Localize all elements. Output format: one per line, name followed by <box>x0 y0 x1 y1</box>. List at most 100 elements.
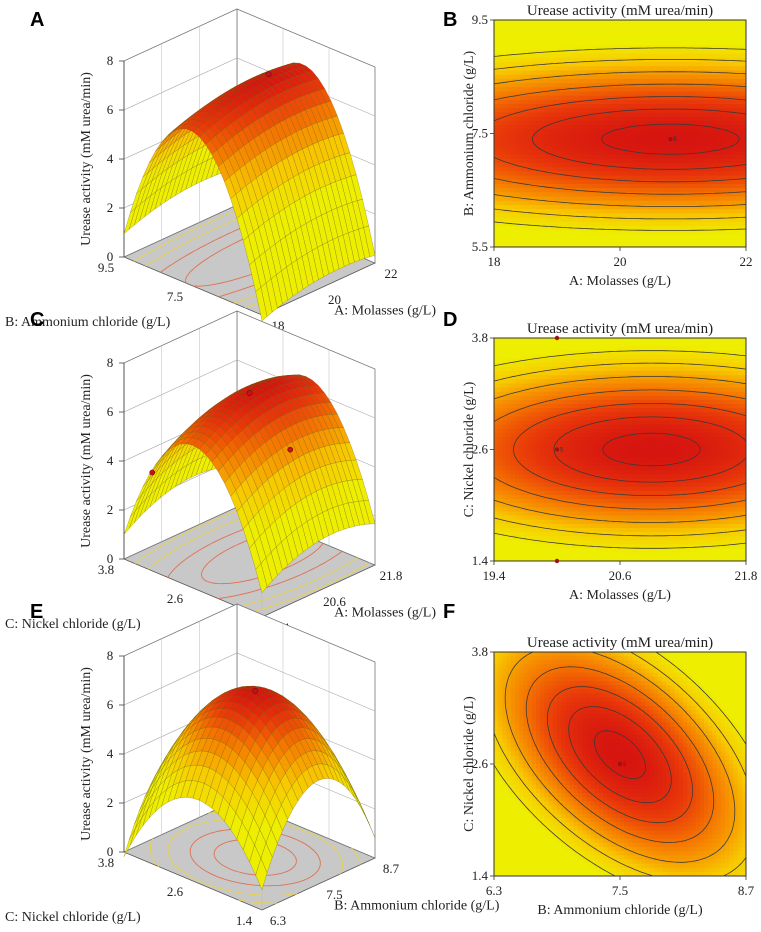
heatmap-cell <box>620 112 625 118</box>
heatmap-cell <box>544 424 550 430</box>
heatmap-cell <box>540 217 545 223</box>
heatmap-cell <box>523 519 529 525</box>
heatmap-cell <box>599 150 604 156</box>
heatmap-cell <box>573 108 579 114</box>
heatmap-cell <box>494 399 499 405</box>
contour-line <box>494 71 746 207</box>
heatmap-cell <box>611 53 617 59</box>
heatmap-cell <box>494 478 499 484</box>
heatmap-cell <box>569 133 575 139</box>
heatmap-cell <box>599 175 604 181</box>
heatmap-cell <box>615 141 621 147</box>
heatmap-cell <box>523 449 529 455</box>
heatmap-cell <box>733 99 739 105</box>
heatmap-cell <box>578 32 583 38</box>
heatmap-cell <box>691 154 697 160</box>
heatmap-cell <box>590 158 596 164</box>
heatmap-cell <box>628 104 634 109</box>
heatmap-cell <box>582 53 587 59</box>
heatmap-cell <box>582 74 587 80</box>
heatmap-cell <box>502 24 508 29</box>
heatmap-cell <box>695 162 701 168</box>
heatmap-cell <box>552 95 558 101</box>
heatmap-cell <box>670 36 676 42</box>
heatmap-cell <box>498 141 503 147</box>
heatmap-cell <box>670 137 676 143</box>
heatmap-cell <box>670 200 676 206</box>
heatmap-cell <box>725 183 730 189</box>
heatmap-cell <box>523 461 529 467</box>
heatmap-cell <box>510 466 516 471</box>
heatmap-cell <box>519 213 524 219</box>
heatmap-cell <box>510 204 516 210</box>
heatmap-cell <box>527 99 533 105</box>
heatmap-cell <box>670 183 676 189</box>
heatmap-cell <box>552 116 558 122</box>
heatmap-cell <box>523 437 529 442</box>
z-tick-label: 6 <box>107 404 114 419</box>
heatmap-cell <box>636 28 642 34</box>
heatmap-cell <box>510 552 516 558</box>
heatmap-cell <box>641 137 646 143</box>
heatmap-cell <box>552 137 558 143</box>
heatmap-cell <box>729 120 734 126</box>
heatmap-cell <box>494 116 499 122</box>
heatmap-cell <box>691 87 697 93</box>
heatmap-cell <box>498 183 503 189</box>
heatmap-cell <box>536 424 541 430</box>
heatmap-cell <box>607 41 613 46</box>
heatmap-cell <box>699 62 705 67</box>
heatmap-cell <box>557 36 562 42</box>
heatmap-cell <box>510 371 516 376</box>
heatmap-cell <box>510 449 516 455</box>
heatmap-cell <box>695 204 701 210</box>
heatmap-cell <box>590 171 596 177</box>
heatmap-cell <box>615 242 621 247</box>
heatmap-cell <box>712 70 718 76</box>
heatmap-cell <box>632 95 638 101</box>
heatmap-cell <box>565 200 571 206</box>
heatmap-cell <box>502 358 508 364</box>
heatmap-cell <box>636 162 642 168</box>
heatmap-cell <box>687 230 692 235</box>
heatmap-cell <box>628 154 634 160</box>
contour-line <box>494 59 746 220</box>
heatmap-cell <box>716 91 722 97</box>
heatmap-cell <box>536 146 541 151</box>
heatmap-cell <box>687 78 692 84</box>
heatmap-cell <box>611 146 617 151</box>
heatmap-cell <box>586 234 592 240</box>
heatmap-cell <box>502 112 508 118</box>
heatmap-cell <box>527 474 533 480</box>
heatmap-cell <box>569 179 575 185</box>
heatmap-cell <box>657 112 663 118</box>
heatmap-cell <box>552 112 558 118</box>
heatmap-cell <box>523 95 529 101</box>
heatmap-cell <box>494 196 499 202</box>
heatmap-cell <box>691 192 697 198</box>
heatmap-cell <box>523 432 529 438</box>
heatmap-cell <box>729 238 734 244</box>
heatmap-cell <box>523 474 529 480</box>
heatmap-cell <box>741 129 746 135</box>
heatmap-cell <box>725 167 730 172</box>
heatmap-cell <box>523 507 529 513</box>
heatmap-cell <box>548 20 554 25</box>
y-tick-label: 7.5 <box>472 126 488 141</box>
heatmap-cell <box>527 379 533 385</box>
heatmap-cell <box>544 53 550 59</box>
heatmap-cell <box>695 24 701 29</box>
heatmap-cell <box>615 183 621 189</box>
heatmap-cell <box>578 133 583 139</box>
heatmap-cell <box>540 24 545 29</box>
heatmap-cell <box>531 196 537 202</box>
heatmap-cell <box>674 125 680 130</box>
heatmap-cell <box>632 41 638 46</box>
heatmap-cell <box>624 112 629 118</box>
heatmap-cell <box>687 141 692 147</box>
heatmap-cell <box>699 74 705 80</box>
heatmap-cell <box>502 428 508 434</box>
heatmap-cell <box>632 57 638 63</box>
heatmap-cell <box>725 188 730 193</box>
heatmap-cell <box>632 200 638 206</box>
